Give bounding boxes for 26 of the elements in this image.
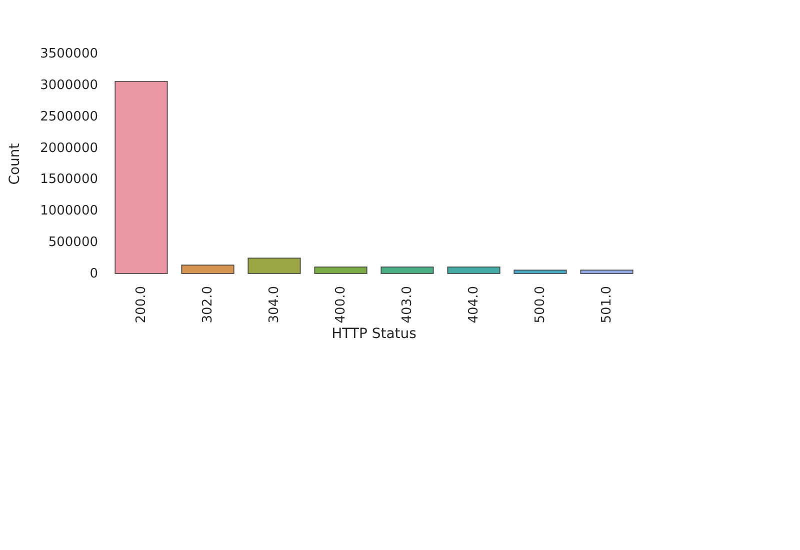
x-tick-label: 403.0 xyxy=(400,286,415,324)
bar xyxy=(380,266,434,274)
x-tick-label: 400.0 xyxy=(333,286,348,324)
bar xyxy=(580,270,634,274)
y-tick-label: 0 xyxy=(90,266,98,282)
y-tick-label: 500000 xyxy=(48,235,98,250)
x-tick-label: 501.0 xyxy=(599,286,614,324)
bar xyxy=(447,266,500,274)
bar xyxy=(181,264,234,274)
x-axis-title: HTTP Status xyxy=(332,326,416,342)
y-tick-label: 2500000 xyxy=(40,109,98,124)
x-tick-label: 302.0 xyxy=(200,286,216,324)
y-tick-label: 1500000 xyxy=(40,172,98,188)
bar xyxy=(114,81,168,274)
y-axis-title: Count xyxy=(7,142,23,185)
x-tick-label: 500.0 xyxy=(532,286,548,324)
x-tick-label: 404.0 xyxy=(466,286,482,324)
bar xyxy=(314,266,368,274)
x-tick-label: 200.0 xyxy=(134,286,149,324)
bar xyxy=(514,270,567,274)
y-tick-label: 1000000 xyxy=(40,204,98,219)
y-tick-label: 2000000 xyxy=(40,140,98,156)
y-tick-label: 3000000 xyxy=(40,78,98,93)
y-tick-label: 3500000 xyxy=(40,46,98,62)
bar xyxy=(248,258,301,274)
x-tick-label: 304.0 xyxy=(266,286,282,324)
